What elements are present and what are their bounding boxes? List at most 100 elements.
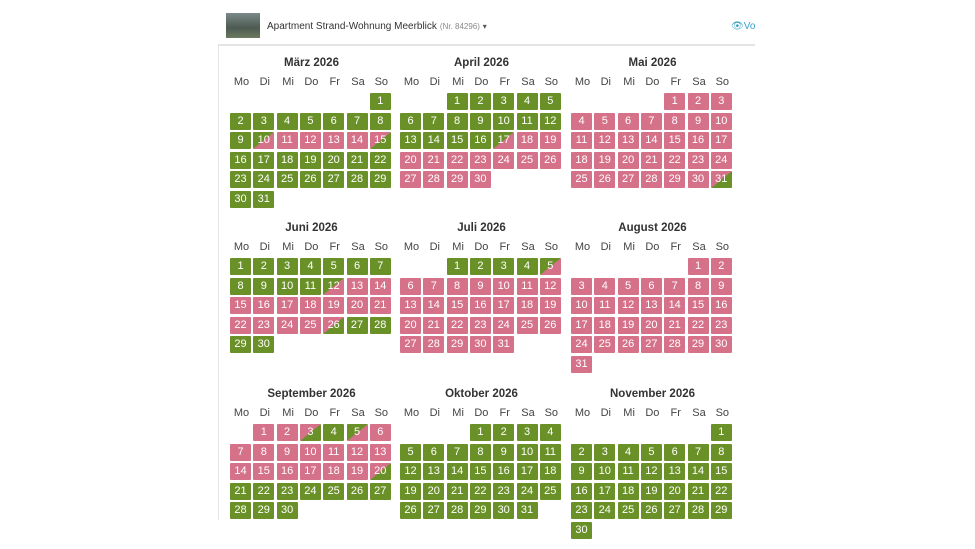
day-cell[interactable]: 11	[539, 443, 561, 461]
day-cell[interactable]: 12	[299, 132, 321, 149]
day-cell[interactable]: 25	[299, 316, 321, 334]
day-cell[interactable]: 23	[230, 171, 251, 188]
day-cell[interactable]: 10	[276, 277, 298, 295]
day-cell[interactable]: 17	[253, 151, 275, 169]
day-cell[interactable]: 17	[710, 132, 732, 149]
day-cell[interactable]: 6	[423, 443, 445, 461]
day-cell[interactable]: 9	[493, 443, 515, 461]
day-cell[interactable]: 22	[469, 482, 491, 500]
day-cell[interactable]: 3	[710, 93, 732, 110]
day-cell[interactable]: 28	[664, 336, 686, 353]
day-cell[interactable]: 8	[687, 277, 709, 295]
day-cell[interactable]: 6	[640, 277, 662, 295]
day-cell[interactable]: 25	[323, 482, 345, 500]
day-cell[interactable]: 28	[640, 171, 662, 188]
day-cell[interactable]: 13	[400, 297, 421, 314]
day-cell[interactable]: 4	[539, 424, 561, 441]
day-cell[interactable]: 21	[346, 151, 368, 169]
day-cell[interactable]: 11	[323, 443, 345, 461]
day-cell[interactable]: 8	[230, 277, 251, 295]
day-cell[interactable]: 1	[253, 424, 275, 441]
day-cell[interactable]: 2	[469, 93, 491, 110]
day-cell[interactable]: 11	[617, 463, 639, 480]
day-cell[interactable]: 28	[446, 502, 468, 519]
day-cell[interactable]: 19	[539, 297, 561, 314]
day-cell[interactable]: 26	[346, 482, 368, 500]
day-cell[interactable]: 14	[640, 132, 662, 149]
day-cell[interactable]: 3	[299, 424, 321, 441]
day-cell[interactable]: 13	[369, 443, 391, 461]
day-cell[interactable]: 18	[276, 151, 298, 169]
day-cell[interactable]: 25	[571, 171, 592, 188]
day-cell[interactable]: 21	[423, 151, 445, 169]
day-cell[interactable]: 4	[323, 424, 345, 441]
day-cell[interactable]: 3	[253, 112, 275, 130]
day-cell[interactable]: 19	[594, 151, 616, 169]
day-cell[interactable]: 29	[446, 171, 468, 188]
day-cell[interactable]: 23	[469, 316, 491, 334]
day-cell[interactable]: 1	[230, 258, 251, 275]
day-cell[interactable]: 19	[299, 151, 321, 169]
day-cell[interactable]: 29	[687, 336, 709, 353]
day-cell[interactable]: 4	[516, 258, 538, 275]
day-cell[interactable]: 22	[369, 151, 391, 169]
day-cell[interactable]: 14	[664, 297, 686, 314]
day-cell[interactable]: 15	[253, 463, 275, 480]
day-cell[interactable]: 17	[516, 463, 538, 480]
day-cell[interactable]: 11	[299, 277, 321, 295]
day-cell[interactable]: 28	[369, 316, 391, 334]
day-cell[interactable]: 12	[617, 297, 639, 314]
day-cell[interactable]: 20	[369, 463, 391, 480]
day-cell[interactable]: 8	[664, 112, 686, 130]
day-cell[interactable]: 28	[346, 171, 368, 188]
day-cell[interactable]: 8	[446, 112, 468, 130]
day-cell[interactable]: 28	[230, 502, 251, 519]
day-cell[interactable]: 21	[423, 316, 445, 334]
day-cell[interactable]: 24	[571, 336, 592, 353]
day-cell[interactable]: 4	[516, 93, 538, 110]
day-cell[interactable]: 3	[276, 258, 298, 275]
day-cell[interactable]: 24	[493, 316, 515, 334]
day-cell[interactable]: 27	[617, 171, 639, 188]
day-cell[interactable]: 26	[299, 171, 321, 188]
day-cell[interactable]: 11	[571, 132, 592, 149]
day-cell[interactable]: 31	[493, 336, 515, 353]
day-cell[interactable]: 3	[493, 93, 515, 110]
day-cell[interactable]: 8	[253, 443, 275, 461]
day-cell[interactable]: 9	[253, 277, 275, 295]
day-cell[interactable]: 27	[640, 336, 662, 353]
day-cell[interactable]: 16	[230, 151, 251, 169]
day-cell[interactable]: 20	[664, 482, 686, 500]
day-cell[interactable]: 2	[571, 443, 592, 461]
day-cell[interactable]: 12	[400, 463, 421, 480]
day-cell[interactable]: 27	[400, 336, 421, 353]
day-cell[interactable]: 2	[276, 424, 298, 441]
day-cell[interactable]: 18	[539, 463, 561, 480]
day-cell[interactable]: 11	[516, 277, 538, 295]
day-cell[interactable]: 22	[664, 151, 686, 169]
day-cell[interactable]: 7	[230, 443, 251, 461]
day-cell[interactable]: 1	[446, 258, 468, 275]
day-cell[interactable]: 26	[323, 316, 345, 334]
day-cell[interactable]: 5	[617, 277, 639, 295]
day-cell[interactable]: 22	[446, 151, 468, 169]
day-cell[interactable]: 23	[710, 316, 732, 334]
day-cell[interactable]: 6	[400, 277, 421, 295]
day-cell[interactable]: 17	[493, 132, 515, 149]
day-cell[interactable]: 16	[469, 132, 491, 149]
day-cell[interactable]: 17	[493, 297, 515, 314]
day-cell[interactable]: 5	[640, 443, 662, 461]
day-cell[interactable]: 5	[299, 112, 321, 130]
day-cell[interactable]: 14	[423, 132, 445, 149]
day-cell[interactable]: 15	[469, 463, 491, 480]
day-cell[interactable]: 28	[687, 502, 709, 519]
day-cell[interactable]: 10	[253, 132, 275, 149]
day-cell[interactable]: 12	[323, 277, 345, 295]
day-cell[interactable]: 17	[594, 482, 616, 500]
day-cell[interactable]: 22	[710, 482, 732, 500]
day-cell[interactable]: 8	[469, 443, 491, 461]
day-cell[interactable]: 30	[253, 336, 275, 353]
day-cell[interactable]: 7	[687, 443, 709, 461]
day-cell[interactable]: 15	[369, 132, 391, 149]
day-cell[interactable]: 14	[230, 463, 251, 480]
